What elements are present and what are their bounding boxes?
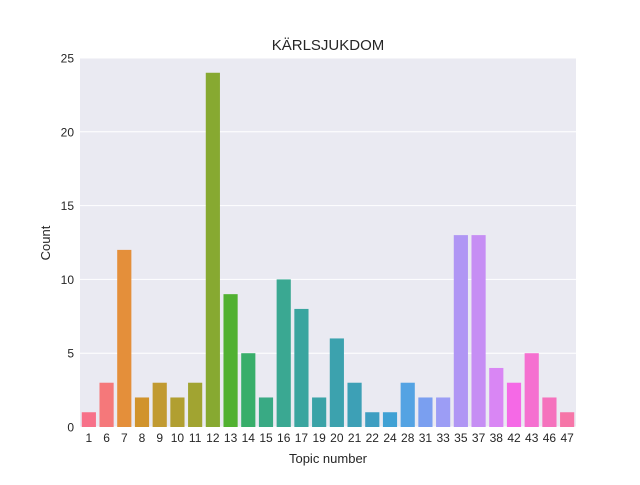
bar-topic-28 bbox=[400, 382, 415, 427]
x-tick-label: 38 bbox=[490, 431, 504, 445]
x-tick-label: 8 bbox=[139, 431, 146, 445]
x-tick-label: 13 bbox=[224, 431, 238, 445]
x-tick-label: 9 bbox=[156, 431, 163, 445]
bar-topic-21 bbox=[347, 382, 362, 427]
bar-topic-7 bbox=[117, 249, 132, 427]
x-tick-label: 28 bbox=[401, 431, 415, 445]
x-tick-label: 19 bbox=[312, 431, 326, 445]
bar-topic-38 bbox=[489, 367, 504, 427]
plot-background bbox=[80, 58, 576, 427]
x-tick-label: 43 bbox=[525, 431, 539, 445]
bar-topic-46 bbox=[542, 397, 557, 427]
bar-topic-17 bbox=[294, 308, 309, 427]
bar-topic-8 bbox=[134, 397, 150, 427]
x-tick-label: 11 bbox=[189, 431, 202, 445]
bar-topic-35 bbox=[453, 235, 468, 427]
x-tick-labels: 1 6 7 8 9 10 11 12 13 14 15 16 17 19 20 21 22 24 28 31 33 35 3… bbox=[86, 431, 575, 445]
bar-topic-6 bbox=[99, 382, 114, 427]
bar-topic-33 bbox=[436, 397, 451, 427]
bar-topic-31 bbox=[418, 397, 433, 427]
bar-topic-24 bbox=[382, 412, 398, 427]
bar-topic-10 bbox=[170, 397, 185, 427]
bar-topic-15 bbox=[258, 397, 274, 427]
y-tick-label: 10 bbox=[61, 273, 75, 287]
x-tick-label: 16 bbox=[277, 431, 291, 445]
x-tick-label: 14 bbox=[242, 431, 256, 445]
bar-topic-13 bbox=[223, 294, 238, 427]
y-axis-label: Count bbox=[38, 225, 53, 260]
x-tick-label: 37 bbox=[472, 431, 486, 445]
x-axis-label: Topic number bbox=[289, 451, 368, 466]
x-tick-label: 35 bbox=[454, 431, 468, 445]
chart-title: KÄRLSJUKDOM bbox=[272, 37, 385, 54]
x-tick-label: 33 bbox=[436, 431, 450, 445]
y-tick-label: 0 bbox=[67, 421, 74, 435]
bar-topic-22 bbox=[365, 412, 380, 427]
x-tick-label: 17 bbox=[295, 431, 309, 445]
x-tick-label: 46 bbox=[543, 431, 557, 445]
bar-topic-43 bbox=[524, 353, 539, 427]
y-tick-labels: 0 5 10 15 20 25 bbox=[61, 52, 75, 435]
bar-topic-14 bbox=[241, 353, 256, 427]
bar-topic-11 bbox=[188, 382, 203, 427]
x-tick-label: 6 bbox=[103, 431, 110, 445]
y-tick-label: 20 bbox=[61, 125, 75, 139]
bar-topic-16 bbox=[276, 279, 291, 427]
bar-topic-47 bbox=[560, 412, 575, 427]
x-tick-label: 47 bbox=[560, 431, 574, 445]
bar-topic-9 bbox=[152, 382, 167, 427]
x-tick-label: 21 bbox=[348, 431, 362, 445]
x-tick-label: 15 bbox=[259, 431, 273, 445]
x-tick-label: 42 bbox=[507, 431, 521, 445]
x-tick-label: 31 bbox=[419, 431, 433, 445]
bar-topic-19 bbox=[312, 397, 327, 427]
y-tick-label: 15 bbox=[61, 199, 75, 213]
x-tick-label: 1 bbox=[86, 431, 93, 445]
x-tick-label: 22 bbox=[366, 431, 380, 445]
x-tick-label: 12 bbox=[206, 431, 220, 445]
y-tick-label: 5 bbox=[67, 347, 74, 361]
bar-topic-42 bbox=[506, 382, 522, 427]
bar-topic-12 bbox=[205, 72, 220, 427]
x-tick-label: 10 bbox=[171, 431, 185, 445]
bar-topic-20 bbox=[329, 338, 344, 427]
x-tick-label: 20 bbox=[330, 431, 344, 445]
bar-topic-37 bbox=[471, 235, 486, 427]
y-tick-label: 25 bbox=[61, 52, 75, 66]
x-tick-label: 24 bbox=[383, 431, 397, 445]
bars bbox=[81, 72, 575, 427]
x-tick-label: 7 bbox=[121, 431, 128, 445]
bar-topic-1 bbox=[81, 412, 96, 427]
